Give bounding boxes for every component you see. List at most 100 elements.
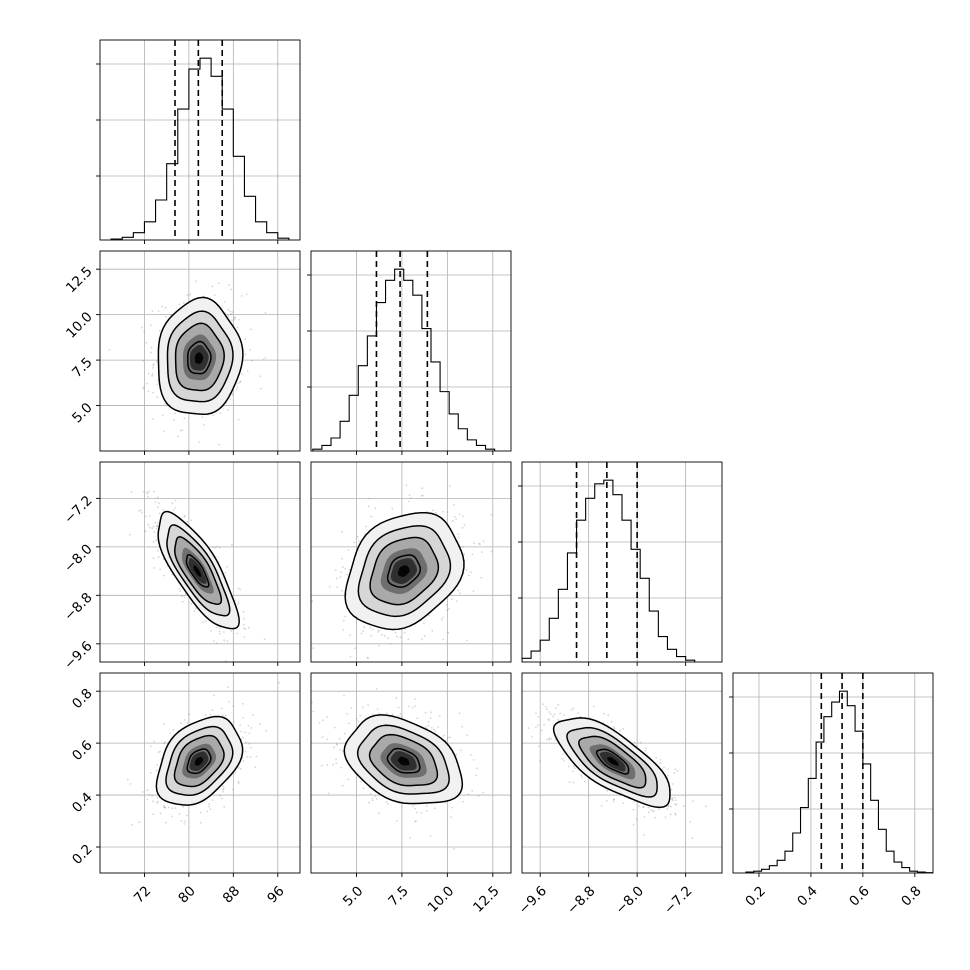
scatter-point: [671, 798, 674, 801]
scatter-point: [183, 417, 186, 420]
scatter-point: [178, 587, 181, 590]
scatter-point: [644, 747, 647, 750]
scatter-point: [572, 781, 575, 784]
scatter-point: [126, 778, 129, 781]
scatter-point: [377, 629, 380, 631]
scatter-point: [441, 618, 443, 621]
scatter-point: [336, 743, 338, 746]
contour-line-1-3: [185, 553, 210, 588]
scatter-point: [429, 717, 432, 720]
scatter-point: [164, 806, 167, 809]
scatter-point: [572, 770, 574, 772]
scatter-point: [580, 774, 583, 776]
scatter-point: [180, 820, 183, 822]
scatter-point: [162, 508, 165, 511]
scatter-point: [154, 522, 157, 524]
y-tick-label: −9.6: [61, 638, 95, 672]
scatter-point: [198, 441, 200, 443]
scatter-point: [468, 574, 470, 577]
pair-inner-4: [311, 673, 511, 873]
scatter-point: [573, 765, 575, 768]
scatter-point: [348, 722, 350, 725]
scatter-point: [335, 762, 338, 765]
scatter-point: [548, 737, 551, 740]
scatter-point: [659, 762, 662, 765]
scatter-point: [312, 647, 315, 650]
scatter-point: [579, 715, 582, 718]
scatter-point: [348, 569, 351, 571]
scatter-point: [219, 632, 221, 635]
scatter-point: [221, 714, 224, 716]
scatter-point: [403, 631, 406, 634]
scatter-point: [449, 736, 451, 739]
scatter-point: [212, 414, 214, 416]
scatter-point: [242, 717, 245, 719]
scatter-point: [163, 574, 166, 577]
scatter-point: [221, 797, 224, 800]
scatter-point: [222, 790, 225, 793]
scatter-point: [218, 630, 221, 633]
scatter-point: [229, 313, 232, 316]
scatter-point: [156, 797, 159, 799]
scatter-point: [237, 587, 240, 590]
scatter-point: [663, 766, 665, 769]
scatter-point: [554, 738, 557, 741]
scatter-point: [259, 375, 262, 378]
scatter-point: [160, 757, 163, 760]
scatter-point: [236, 386, 239, 388]
scatter-point: [237, 782, 240, 785]
scatter-point: [227, 409, 230, 411]
scatter-point: [259, 723, 262, 726]
scatter-point: [141, 511, 143, 514]
scatter-point: [459, 749, 462, 752]
scatter-point: [423, 622, 425, 625]
scatter-point: [236, 326, 239, 329]
scatter-point: [154, 501, 157, 503]
scatter-point: [145, 515, 147, 518]
x-tick-label: 7.5: [385, 883, 412, 910]
scatter-point: [642, 806, 645, 808]
scatter-point: [195, 280, 198, 282]
density-fill-2-5: [397, 565, 410, 577]
scatter-point: [422, 494, 424, 497]
scatter-point: [341, 557, 344, 560]
scatter-point: [562, 753, 564, 755]
scatter-point: [228, 284, 231, 286]
scatter-point: [606, 789, 609, 792]
scatter-point: [311, 701, 313, 703]
scatter-point: [667, 768, 669, 770]
scatter-point: [350, 707, 353, 709]
scatter-point: [264, 312, 267, 314]
scatter-point: [405, 484, 408, 487]
x-tick-label: 5.0: [340, 883, 367, 910]
scatter-point: [607, 714, 610, 717]
scatter-point: [239, 380, 242, 383]
scatter-point: [169, 732, 172, 735]
pair-panel-1-0: [96, 250, 301, 455]
scatter-point: [453, 847, 456, 850]
scatter-point: [156, 801, 159, 804]
scatter-point: [224, 572, 227, 574]
scatter-point: [480, 576, 483, 579]
scatter-point: [470, 571, 472, 574]
scatter-point: [171, 807, 174, 809]
scatter-point: [642, 806, 645, 809]
scatter-point: [184, 593, 187, 596]
scatter-point: [241, 702, 244, 705]
scatter-point: [414, 698, 416, 700]
scatter-point: [476, 767, 478, 770]
scatter-point: [227, 686, 230, 689]
scatter-point: [156, 383, 158, 386]
scatter-point: [622, 727, 625, 730]
scatter-point: [237, 318, 240, 321]
scatter-point: [204, 620, 207, 623]
scatter-point: [447, 736, 449, 739]
scatter-point: [414, 807, 417, 810]
y-tick-label: 10.0: [63, 309, 96, 342]
scatter-point: [339, 576, 342, 578]
scatter-point: [376, 708, 379, 711]
scatter-point: [580, 776, 583, 778]
scatter-point: [555, 707, 557, 710]
scatter-point: [163, 723, 166, 725]
x-tick-label: 88: [220, 883, 243, 906]
